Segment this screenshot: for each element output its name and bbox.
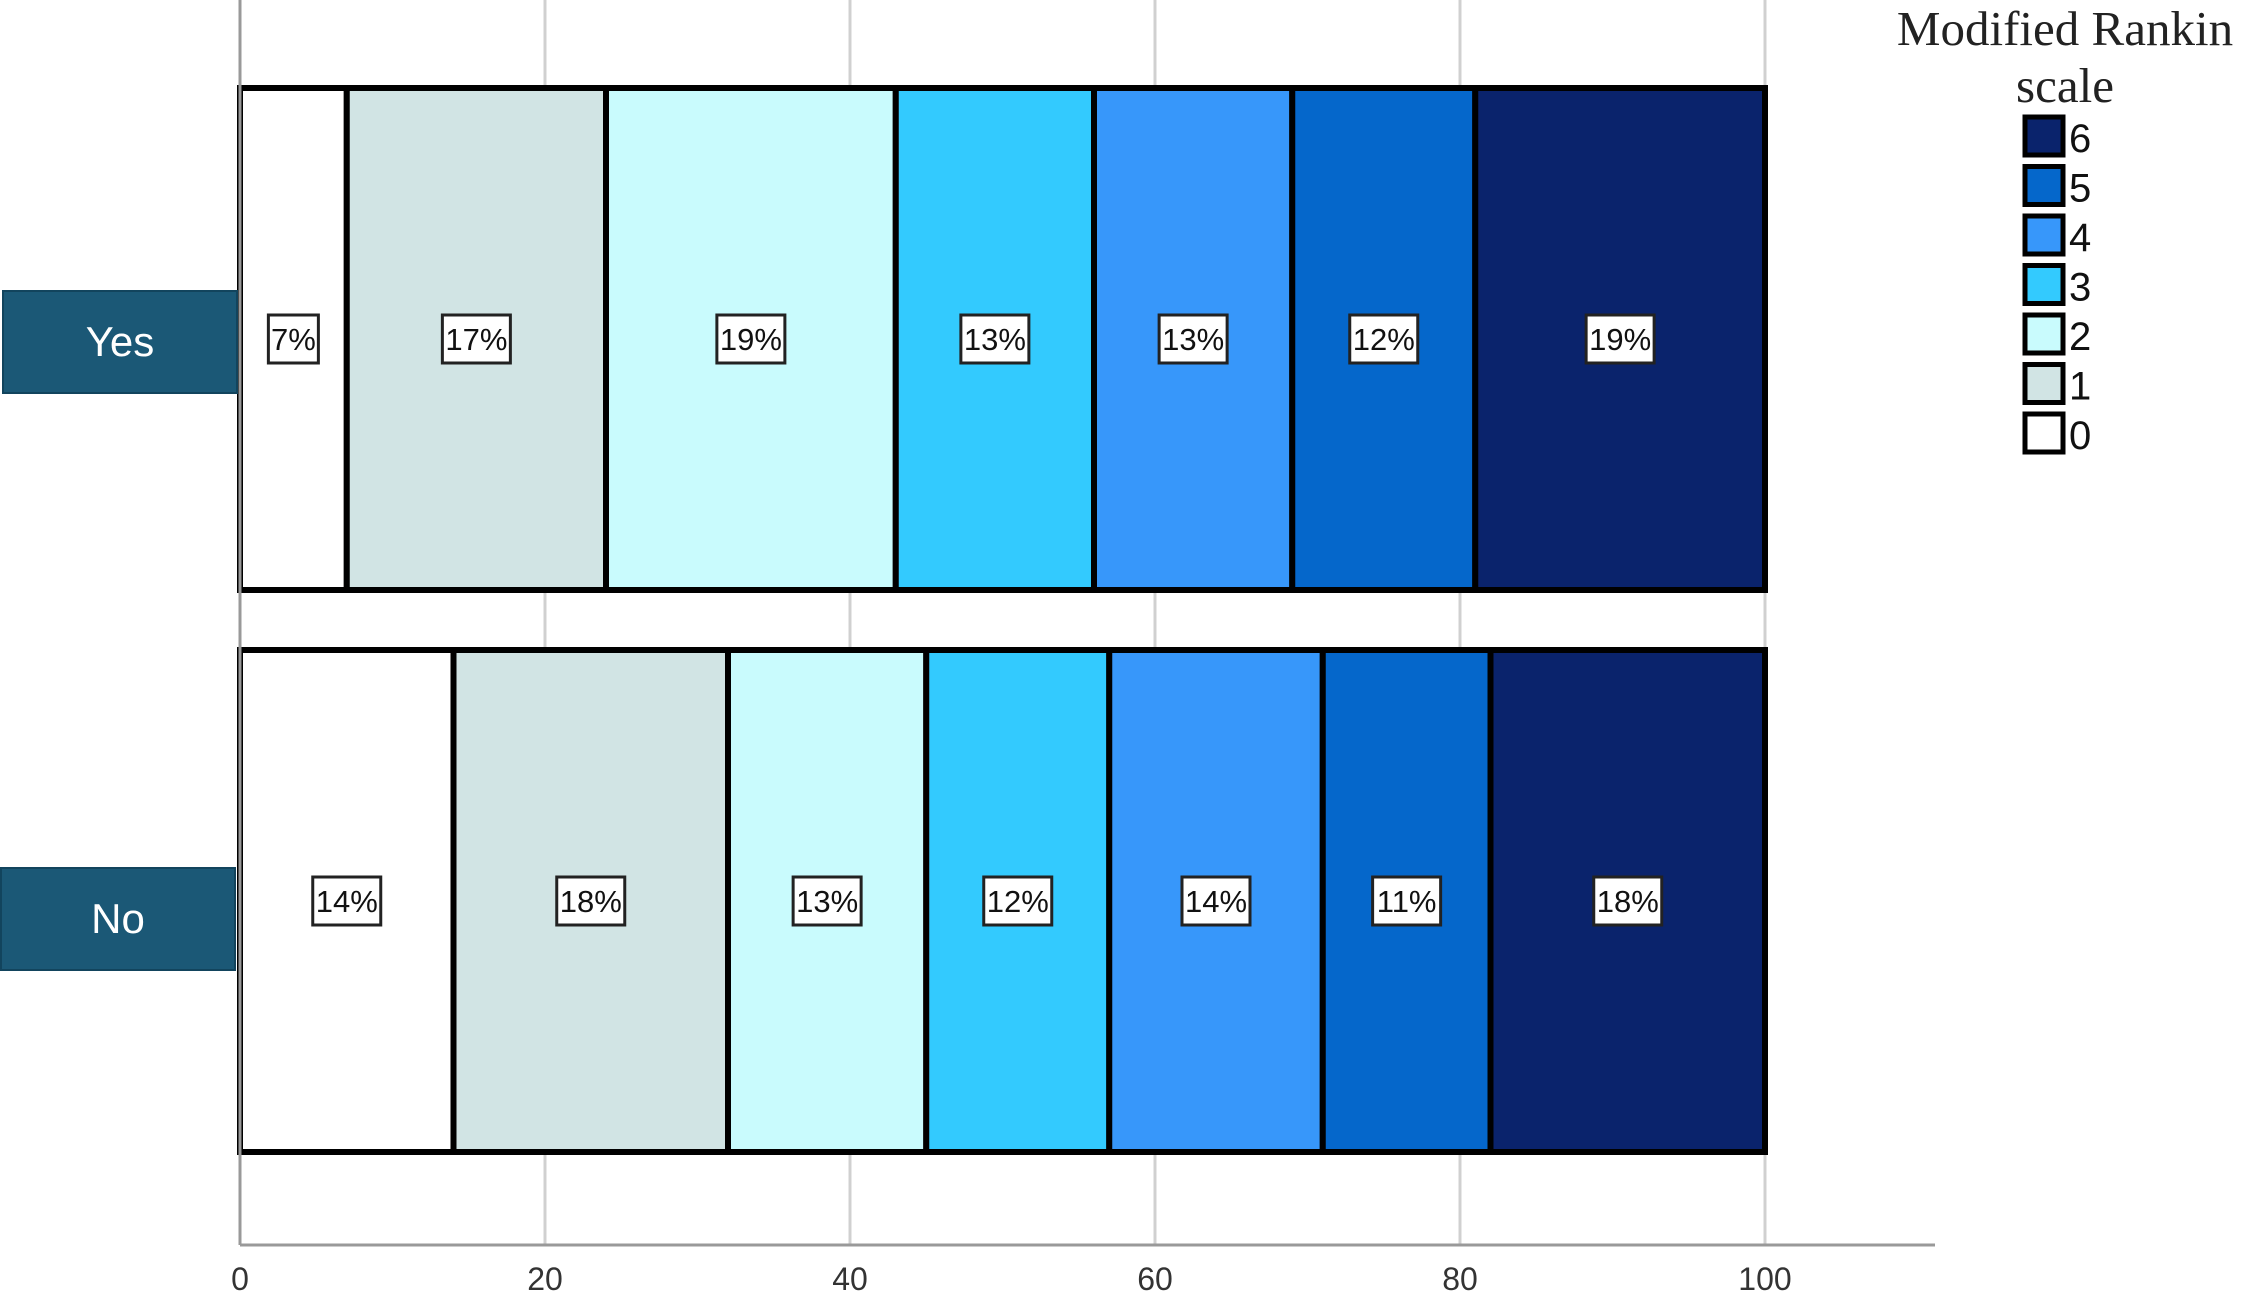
- x-tick-label: 0: [231, 1261, 249, 1295]
- legend-swatch-0: [2022, 411, 2066, 455]
- x-tick-label: 80: [1442, 1261, 1478, 1295]
- legend-swatch-5: [2022, 164, 2066, 207]
- data-label: 13%: [1162, 322, 1224, 357]
- x-axis: 0 20 40 60 80 100: [231, 0, 1935, 1295]
- legend: 6 5 4 3 2 1 0: [2022, 114, 2091, 458]
- bar-segments: [237, 85, 1768, 1155]
- data-label-box: [266, 313, 320, 365]
- x-tick-label: 20: [527, 1261, 563, 1295]
- data-labels: 7% 17% 19% 13% 13% 12% 19% 14% 18% 13% 12% 14% 11% 18…: [266, 313, 1664, 927]
- data-label-box: [555, 875, 627, 927]
- data-label: 11%: [1377, 884, 1437, 919]
- data-label: 14%: [1185, 884, 1247, 919]
- data-label: 12%: [987, 884, 1049, 919]
- data-label-box: [1157, 313, 1229, 365]
- data-label-box: [1592, 875, 1664, 927]
- legend-swatch-4: [2022, 213, 2066, 257]
- legend-swatch-3: [2022, 263, 2066, 306]
- data-label: 19%: [1589, 322, 1651, 357]
- legend-title: Modified Rankin scale: [1896, 1, 2234, 113]
- data-label-box: [1348, 313, 1420, 365]
- data-label-box: [311, 875, 383, 927]
- data-label: 14%: [316, 884, 378, 919]
- legend-label-5: 5: [2069, 167, 2091, 211]
- data-label-box: [1584, 313, 1656, 365]
- legend-label-6: 6: [2069, 117, 2091, 161]
- data-label: 13%: [796, 884, 858, 919]
- data-label-box: [982, 875, 1054, 927]
- data-label-box: [959, 313, 1031, 365]
- legend-label-3: 3: [2069, 266, 2091, 310]
- legend-label-1: 1: [2069, 365, 2091, 409]
- data-label-box: [1371, 875, 1443, 927]
- x-tick-label: 60: [1137, 1261, 1173, 1295]
- data-label-box: [1180, 875, 1252, 927]
- legend-swatch-2: [2022, 312, 2066, 356]
- x-tick-label: 100: [1738, 1261, 1791, 1295]
- legend-label-0: 0: [2069, 414, 2091, 458]
- bar-segment-yes-0: [237, 85, 350, 593]
- data-label-box: [791, 875, 863, 927]
- legend-label-2: 2: [2069, 315, 2091, 359]
- legend-swatch-6: [2022, 114, 2066, 158]
- data-label: 17%: [445, 322, 507, 357]
- data-label: 12%: [1353, 322, 1415, 357]
- bar-segment-no-4: [1106, 647, 1326, 1155]
- data-label-box: [715, 313, 787, 365]
- data-label-box: [440, 313, 512, 365]
- x-tick-label: 40: [832, 1261, 868, 1295]
- category-label-yes: Yes: [2, 290, 238, 394]
- data-label: 18%: [1597, 884, 1659, 919]
- category-label-no: No: [0, 867, 236, 971]
- data-label: 7%: [271, 322, 316, 357]
- legend-label-4: 4: [2069, 216, 2091, 260]
- data-label: 13%: [964, 322, 1026, 357]
- data-label: 18%: [560, 884, 622, 919]
- legend-swatch-1: [2022, 362, 2066, 405]
- data-label: 19%: [720, 322, 782, 357]
